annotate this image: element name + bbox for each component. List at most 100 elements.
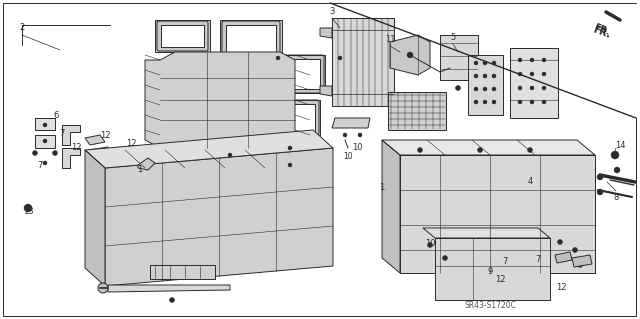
Polygon shape [270,100,320,135]
Circle shape [530,58,534,62]
Circle shape [518,100,522,104]
Circle shape [611,151,619,159]
Text: 10: 10 [425,239,435,248]
Bar [226,25,276,53]
Text: 1: 1 [380,183,385,192]
Bar [275,104,315,131]
Circle shape [52,151,58,155]
Text: 1: 1 [138,166,143,174]
Bar [435,238,550,300]
Text: 5: 5 [451,33,456,42]
Polygon shape [35,118,55,130]
Circle shape [442,256,447,261]
Text: FR.: FR. [592,24,612,40]
Polygon shape [85,150,105,286]
Circle shape [542,100,546,104]
Polygon shape [148,65,196,100]
Circle shape [288,146,292,150]
Text: 9: 9 [488,268,493,277]
Text: 8: 8 [613,192,619,202]
Circle shape [483,61,487,65]
Circle shape [483,74,487,78]
Bar [213,62,258,94]
Bar [150,265,215,279]
Circle shape [477,147,483,152]
Text: 10: 10 [352,144,362,152]
Circle shape [492,87,496,91]
Bar [388,92,446,130]
Polygon shape [320,86,332,96]
Polygon shape [138,158,155,170]
Text: 12: 12 [125,138,136,147]
Circle shape [492,61,496,65]
Polygon shape [400,155,595,273]
Text: SR43-S1720C: SR43-S1720C [464,300,516,309]
Circle shape [407,52,413,58]
Circle shape [542,86,546,90]
Circle shape [276,56,280,60]
Text: 12: 12 [71,144,81,152]
Bar [468,55,503,115]
Text: 7: 7 [535,256,541,264]
Circle shape [338,56,342,60]
Polygon shape [145,52,295,148]
Text: 6: 6 [53,112,59,121]
Polygon shape [210,105,265,143]
Text: 13: 13 [22,207,33,217]
Polygon shape [35,135,55,148]
Circle shape [24,204,32,212]
Text: 10: 10 [343,152,353,161]
Circle shape [456,85,461,91]
Bar [280,59,320,89]
Text: 7: 7 [60,129,65,137]
Text: FR.: FR. [593,23,611,37]
Polygon shape [108,285,230,292]
Text: 2: 2 [19,24,24,33]
Polygon shape [105,148,333,286]
Circle shape [483,87,487,91]
Circle shape [43,161,47,165]
Circle shape [518,72,522,76]
Circle shape [530,100,534,104]
Polygon shape [423,228,550,238]
Text: 7: 7 [37,160,43,169]
Polygon shape [85,135,105,145]
Circle shape [474,100,478,104]
Polygon shape [88,147,112,158]
Polygon shape [320,28,332,38]
Circle shape [518,58,522,62]
Text: 11: 11 [385,35,396,44]
Text: 12: 12 [556,283,566,292]
Circle shape [530,72,534,76]
Circle shape [33,151,38,155]
Circle shape [358,133,362,137]
Polygon shape [555,252,572,263]
Circle shape [43,139,47,143]
Circle shape [577,263,582,268]
Text: 12: 12 [100,131,110,140]
Circle shape [542,72,546,76]
Polygon shape [390,35,430,75]
Text: 14: 14 [615,140,625,150]
Circle shape [557,240,563,244]
Circle shape [527,147,532,152]
Circle shape [288,163,292,167]
Circle shape [614,167,620,173]
Bar [215,109,260,139]
Circle shape [542,58,546,62]
Bar [153,69,191,96]
Bar [161,25,204,47]
Polygon shape [382,140,595,155]
Circle shape [518,86,522,90]
Circle shape [492,100,496,104]
Polygon shape [62,148,80,168]
Circle shape [43,123,47,127]
Polygon shape [572,255,592,267]
Bar [332,18,394,106]
Polygon shape [332,118,370,128]
Circle shape [573,248,577,253]
Polygon shape [394,40,404,53]
Circle shape [228,153,232,157]
Polygon shape [220,20,282,58]
Circle shape [483,100,487,104]
